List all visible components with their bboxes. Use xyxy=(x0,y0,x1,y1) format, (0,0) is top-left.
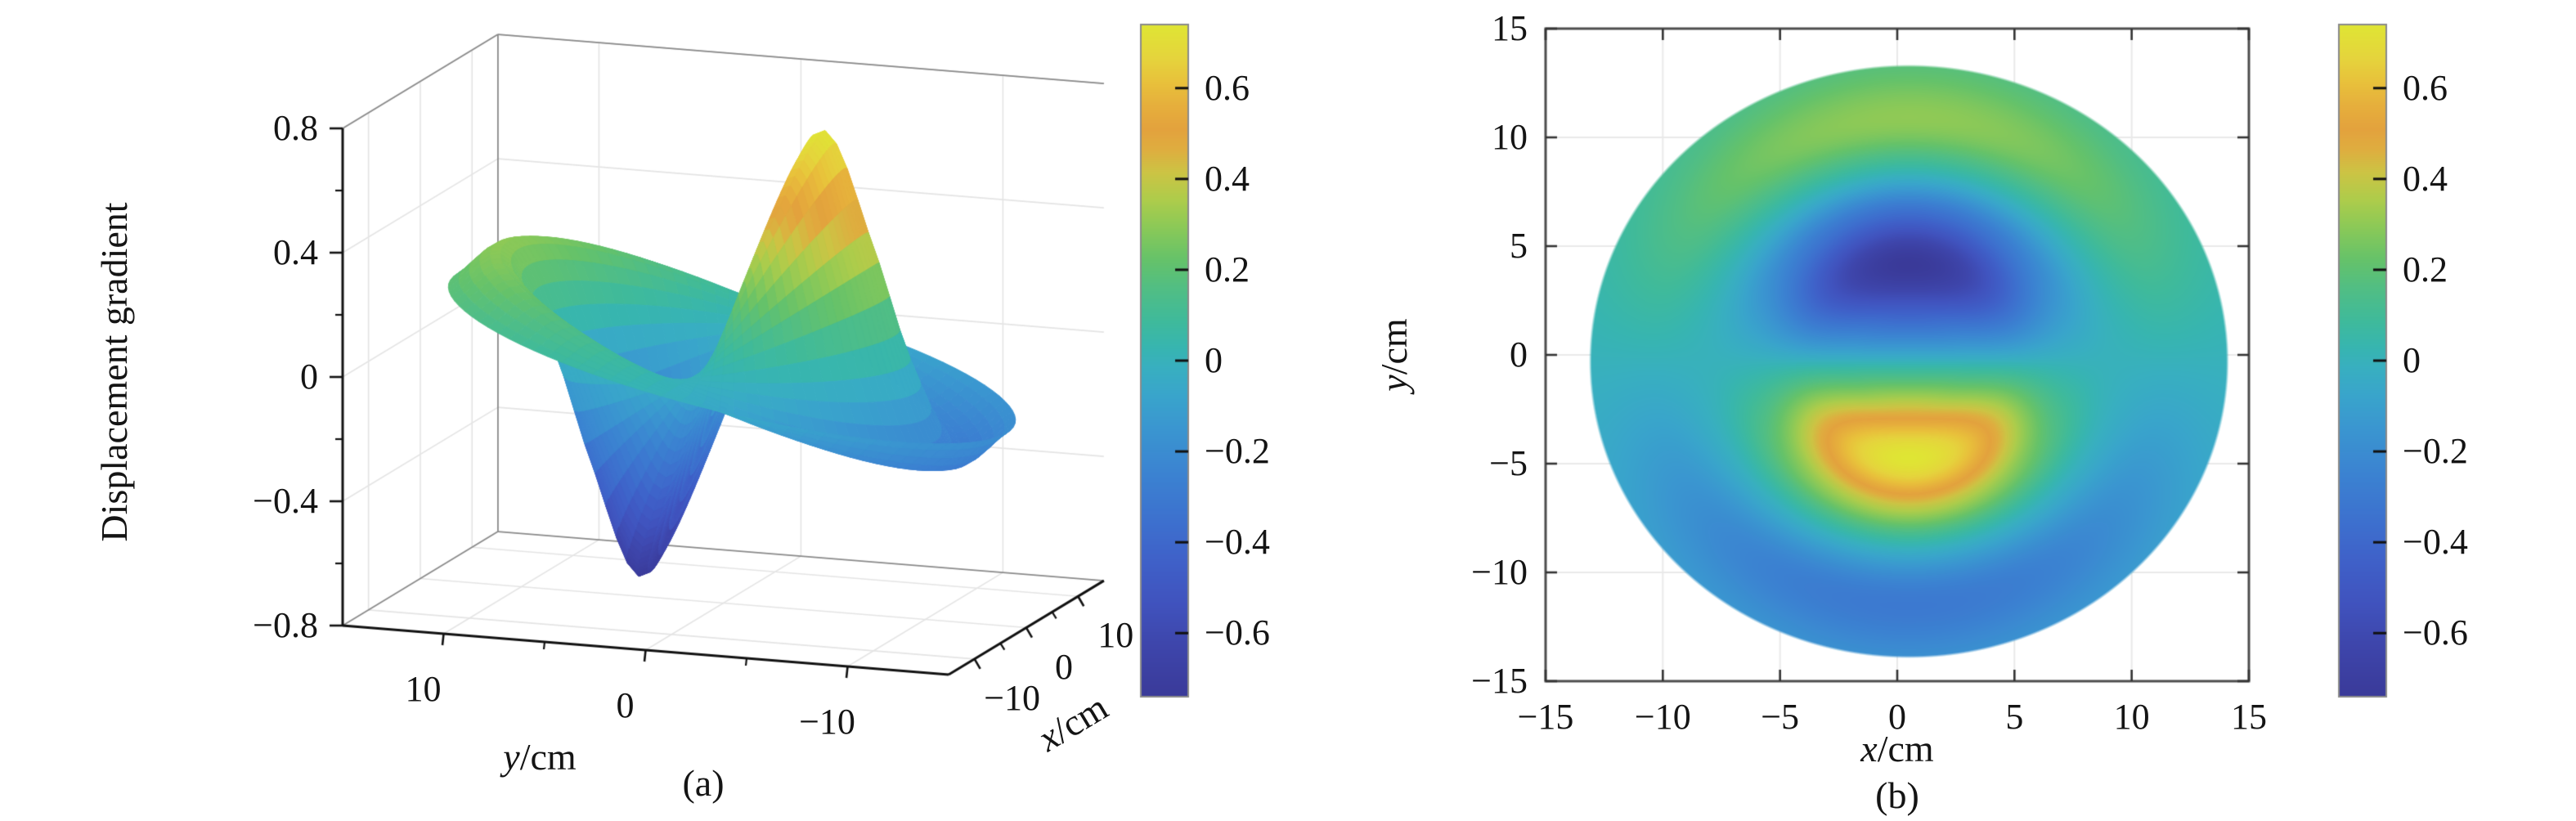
figure-graphics-canvas xyxy=(0,0,2576,821)
figure: Displacement gradient y/cm x/cm (a) y/cm… xyxy=(0,0,2576,821)
